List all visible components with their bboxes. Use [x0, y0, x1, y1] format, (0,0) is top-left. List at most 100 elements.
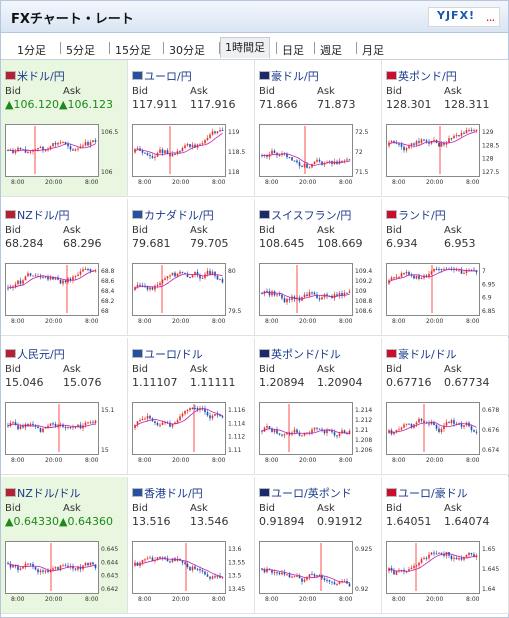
- pair-name[interactable]: スイスフラン/円: [259, 207, 351, 223]
- candle-body: [19, 426, 22, 430]
- rate-cell[interactable]: NZドル/ドル Bid Ask ▲0.64330 ▲0.64360 0.645 0.644 0…: [1, 477, 128, 614]
- pair-name[interactable]: 人民元/円: [5, 346, 65, 362]
- candle-body: [453, 420, 455, 424]
- pair-name[interactable]: ランド/円: [386, 207, 446, 223]
- rate-cell[interactable]: 豪ドル/ドル Bid Ask 0.67716 0.67734 0.678 0.676 0.67…: [382, 338, 509, 475]
- pair-name[interactable]: 豪ドル/円: [259, 68, 319, 84]
- candle-body: [281, 572, 283, 575]
- candle-body: [448, 138, 450, 143]
- pair-name[interactable]: NZドル/ドル: [5, 485, 80, 501]
- candle-body: [72, 566, 74, 569]
- rate-cell[interactable]: ランド/円 Bid Ask 6.934 6.953 7 6.95 6.9 6.85 8:00 20:…: [382, 199, 509, 336]
- candle-body: [430, 140, 433, 144]
- rate-cell[interactable]: スイスフラン/円 Bid Ask 108.645 108.669 109.4 109.2 10…: [255, 199, 382, 336]
- y-tick-label: 15.1: [101, 407, 115, 414]
- candle-body: [156, 557, 159, 561]
- candle-body: [311, 292, 313, 294]
- tab-8[interactable]: 月足: [362, 44, 384, 57]
- rate-cell[interactable]: ユーロ/円 Bid Ask 117.911 117.916 119 118.5 118 8:00…: [128, 60, 255, 197]
- y-tick-label: 1.64: [482, 586, 496, 593]
- rate-cell[interactable]: 英ポンド/ドル Bid Ask 1.20894 1.20904 1.214 1.212 1.2…: [255, 338, 382, 475]
- ask-value: 1.11111: [190, 376, 236, 389]
- candle-body: [403, 273, 405, 275]
- candle-body: [428, 423, 430, 425]
- rate-cell[interactable]: カナダドル/円 Bid Ask 79.681 79.705 80 79.5 8:00 20:00…: [128, 199, 255, 336]
- ask-label: Ask: [63, 503, 81, 514]
- rate-cell[interactable]: 英ポンド/円 Bid Ask 128.301 128.311 129 128.5 128 127…: [382, 60, 509, 197]
- candle-body: [403, 424, 405, 428]
- pair-name[interactable]: ユーロ/英ポンド: [259, 485, 352, 501]
- pair-name[interactable]: ユーロ/豪ドル: [386, 485, 468, 501]
- pair-name[interactable]: ユーロ/円: [132, 68, 192, 84]
- candle-body: [79, 271, 82, 275]
- y-tick-label: 109.4: [355, 268, 372, 275]
- tab-4[interactable]: 30分足: [169, 44, 205, 57]
- pair-name[interactable]: カナダドル/円: [132, 207, 214, 223]
- rate-cell[interactable]: 豪ドル/円 Bid Ask 71.866 71.873 72.5 72 71.5 8:00 20:…: [255, 60, 382, 197]
- candle-body: [333, 432, 336, 436]
- ask-value: 15.076: [63, 376, 102, 389]
- candle-body: [186, 144, 189, 146]
- pair-name[interactable]: 英ポンド/ドル: [259, 346, 341, 362]
- ask-label: Ask: [63, 86, 81, 97]
- tab-2[interactable]: 5分足: [66, 44, 95, 57]
- tab-5[interactable]: 1時間足: [220, 37, 270, 58]
- tab-1[interactable]: 1分足: [17, 44, 46, 57]
- candle-body: [154, 285, 156, 290]
- yjfx-logo[interactable]: YJFX! •••: [428, 7, 500, 27]
- candle-body: [455, 135, 458, 137]
- pair-name[interactable]: NZドル/円: [5, 207, 69, 223]
- candle-body: [166, 558, 169, 562]
- rate-cell[interactable]: ユーロ/ドル Bid Ask 1.11107 1.11111 1.116 1.114 1.11…: [128, 338, 255, 475]
- pair-name[interactable]: 英ポンド/円: [386, 68, 457, 84]
- candle-body: [77, 424, 79, 427]
- tab-3[interactable]: 15分足: [115, 44, 151, 57]
- bid-value: 1.11107: [132, 376, 178, 389]
- candle-body: [408, 423, 410, 425]
- tab-7[interactable]: 週足: [320, 44, 342, 57]
- rate-cell[interactable]: 人民元/円 Bid Ask 15.046 15.076 15.1 15 8:00 20:00 8:…: [1, 338, 128, 475]
- rate-cell[interactable]: 香港ドル/円 Bid Ask 13.516 13.546 13.6 13.55 13.5 13.…: [128, 477, 255, 614]
- candle-body: [216, 275, 219, 280]
- candle-body: [271, 428, 273, 433]
- x-tick-label: 8:00: [85, 318, 99, 325]
- rate-cell[interactable]: ユーロ/豪ドル Bid Ask 1.64051 1.64074 1.65 1.645 1.64…: [382, 477, 509, 614]
- y-tick-label: 119: [228, 129, 240, 136]
- pair-name[interactable]: 米ドル/円: [5, 68, 65, 84]
- tab-separator: [219, 42, 220, 54]
- pair-name[interactable]: ユーロ/ドル: [132, 346, 203, 362]
- rate-cell[interactable]: 米ドル/円 Bid Ask ▲106.120 ▲106.123 106.5 106 8:00 2…: [1, 60, 128, 197]
- candle-body: [400, 144, 403, 147]
- candle-body: [321, 429, 323, 431]
- candle-body: [430, 271, 433, 274]
- mini-chart[interactable]: 76.956.96.858:00 20:00 8:00: [386, 263, 502, 325]
- candle-body: [171, 423, 174, 427]
- candle-body: [196, 408, 199, 410]
- rate-cell[interactable]: NZドル/円 Bid Ask 68.284 68.296 68.8 68.6 68.4 68.2…: [1, 199, 128, 336]
- pair-label: 人民元/円: [17, 348, 65, 361]
- bid-value: ▲0.64330: [5, 515, 59, 528]
- candle-body: [54, 142, 57, 145]
- tab-6[interactable]: 日足: [282, 44, 304, 57]
- candle-body: [161, 279, 164, 284]
- candle-body: [27, 273, 29, 277]
- y-tick-label: 6.9: [482, 295, 492, 302]
- rate-cell[interactable]: ユーロ/英ポンド Bid Ask 0.91894 0.91912 0.925 0.92 8:0…: [255, 477, 382, 614]
- pair-name[interactable]: 豪ドル/ドル: [386, 346, 457, 362]
- pair-name[interactable]: 香港ドル/円: [132, 485, 203, 501]
